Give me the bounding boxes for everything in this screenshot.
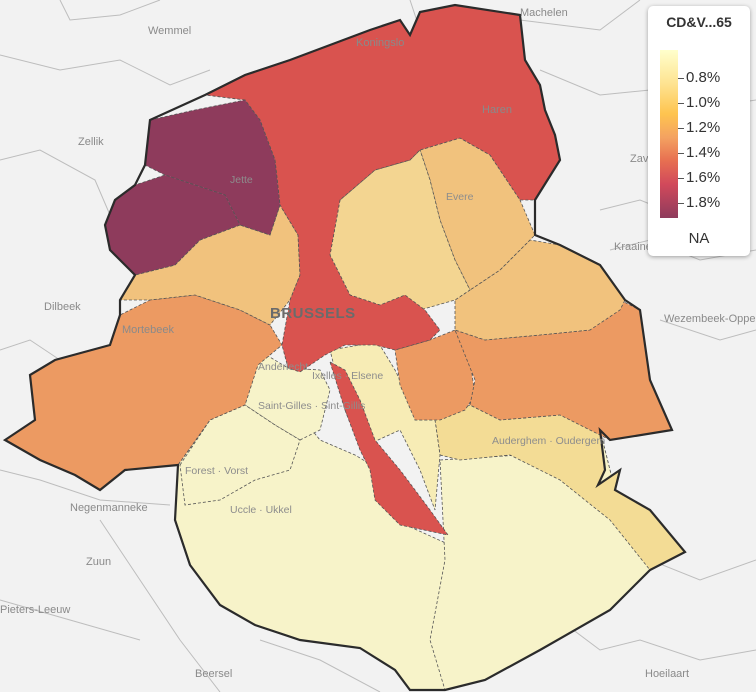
legend-tick <box>678 178 684 179</box>
region-forest[interactable] <box>179 404 301 506</box>
legend-label: 1.8% <box>686 194 721 211</box>
legend-label: 1.6% <box>686 169 721 186</box>
municipality-labels: Jette BRUSSELS Evere Anderlecht Ixelles … <box>185 174 605 516</box>
place-label: Mortebeek <box>122 324 174 336</box>
legend-tick <box>678 203 684 204</box>
place-label: Beersel <box>195 668 232 680</box>
legend-tick <box>678 153 684 154</box>
place-label: Wezembeek-Oppem <box>664 313 756 325</box>
place-label: Hoeilaart <box>645 668 689 680</box>
city-label-brussels: BRUSSELS <box>270 305 356 322</box>
legend-color-ramp <box>660 50 678 218</box>
muni-label-uccle: Uccle · Ukkel <box>230 504 292 516</box>
muni-label-evere: Evere <box>446 191 474 203</box>
legend-label: 1.0% <box>686 94 721 111</box>
region-ixelles[interactable] <box>329 341 441 511</box>
legend-tick <box>678 78 684 79</box>
place-label: Zellik <box>78 136 104 148</box>
region-evere[interactable] <box>419 137 536 291</box>
legend-title: CD&V...65 <box>666 14 732 30</box>
muni-label-jette: Jette <box>230 174 253 186</box>
muni-label-saint-gilles: Saint-Gilles · Sint-Gillis <box>258 400 365 412</box>
region-outer-border <box>2 3 687 692</box>
municipalities <box>4 4 686 691</box>
region-etterbeek[interactable] <box>394 329 476 421</box>
muni-label-auderghem: Auderghem · Oudergem <box>492 435 605 447</box>
muni-label-ixelles: Ixelles · Elsene <box>312 370 383 382</box>
region-brussels[interactable] <box>203 4 561 373</box>
place-label: Dilbeek <box>44 301 81 313</box>
place-label: Negenmanneke <box>70 502 148 514</box>
legend-na-label: NA <box>688 230 710 247</box>
legend-tick <box>678 128 684 129</box>
place-label: Wemmel <box>148 25 191 37</box>
legend-label: 0.8% <box>686 69 721 86</box>
place-label: Haren <box>482 104 512 116</box>
legend-label: 1.2% <box>686 119 721 136</box>
region-ixelles-strip[interactable] <box>329 361 449 536</box>
place-label: Koningslo <box>356 37 404 49</box>
legend-tick <box>678 103 684 104</box>
map-legend: CD&V...65 0.8% 1.0% 1.2% 1.4% 1.6% 1.8% … <box>648 6 750 256</box>
region-anderlecht[interactable] <box>4 294 283 491</box>
muni-label-forest: Forest · Vorst <box>185 465 248 477</box>
place-label: Pieters-Leeuw <box>0 604 70 616</box>
place-label: Zuun <box>86 556 111 568</box>
region-woluwe-saint-lambert[interactable] <box>454 239 626 341</box>
muni-label-anderlecht: Anderlecht <box>258 361 308 373</box>
legend-label: 1.4% <box>686 144 721 161</box>
place-label: Machelen <box>520 7 568 19</box>
